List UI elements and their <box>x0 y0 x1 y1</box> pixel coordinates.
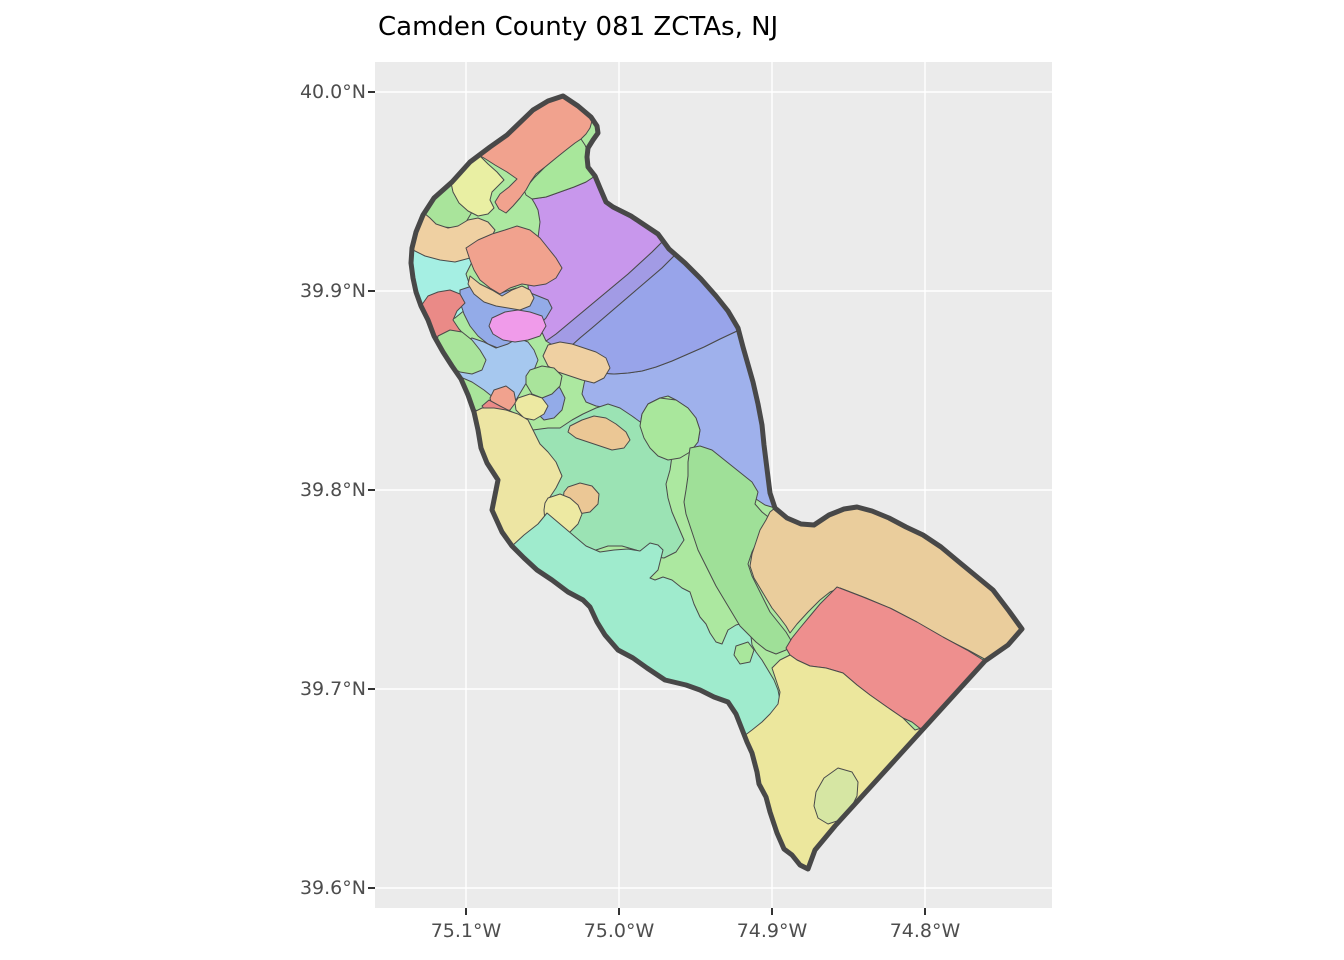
zcta-regions <box>411 96 1022 869</box>
region-tan-mid <box>467 275 535 311</box>
y-axis-label: 39.9°N <box>299 280 366 302</box>
y-axis-label: 40.0°N <box>299 81 366 103</box>
x-tick-mark <box>924 908 926 915</box>
y-axis-label: 39.8°N <box>299 479 366 501</box>
x-axis-label: 74.9°W <box>736 920 808 942</box>
region-green-blob <box>639 397 701 461</box>
x-tick-mark <box>618 908 620 915</box>
region-yellow-small-2 <box>514 393 549 421</box>
x-axis-label: 75.0°W <box>583 920 655 942</box>
region-magenta-small <box>488 309 547 343</box>
y-tick-mark <box>368 688 375 690</box>
x-axis-label: 74.8°W <box>889 920 961 942</box>
y-tick-mark <box>368 887 375 889</box>
plot-title: Camden County 081 ZCTAs, NJ <box>378 12 779 42</box>
x-axis-label: 75.1°W <box>430 920 502 942</box>
y-axis-label: 39.7°N <box>299 678 366 700</box>
y-tick-mark <box>368 91 375 93</box>
region-green-small-2 <box>525 365 563 399</box>
choropleth-map <box>375 62 1052 908</box>
y-tick-mark <box>368 290 375 292</box>
region-aqua-hole-green <box>733 641 755 665</box>
county-border <box>408 93 1025 872</box>
region-salmon-mid <box>465 225 563 295</box>
x-tick-mark <box>771 908 773 915</box>
x-tick-mark <box>465 908 467 915</box>
y-tick-mark <box>368 489 375 491</box>
region-tan-small-4 <box>567 415 631 451</box>
y-axis-label: 39.6°N <box>299 877 366 899</box>
